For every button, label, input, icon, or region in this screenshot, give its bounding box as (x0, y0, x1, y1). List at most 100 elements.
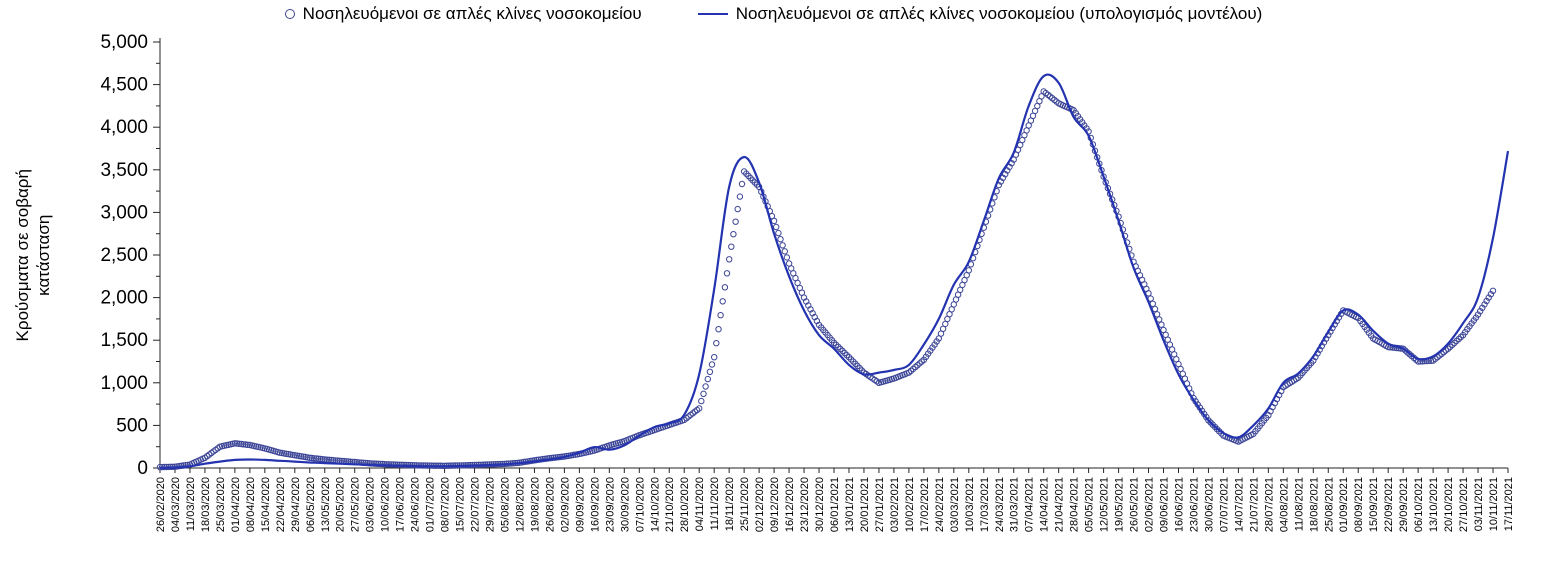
x-tick-label: 12/05/2021 (1099, 477, 1111, 532)
x-tick-label: 13/01/2021 (844, 477, 856, 532)
y-axis-title-line1: Κρούσματα σε σοβαρή (12, 169, 32, 342)
x-tick-label: 14/07/2021 (1233, 477, 1245, 532)
x-tick-label: 11/03/2020 (185, 477, 197, 531)
x-tick-label: 14/04/2021 (1039, 477, 1051, 532)
x-tick-label: 17/03/2021 (979, 477, 991, 532)
x-tick-label: 28/10/2020 (679, 477, 691, 532)
x-tick-label: 01/09/2021 (1338, 477, 1350, 532)
x-tick-label: 22/07/2020 (470, 477, 482, 532)
x-tick-label: 20/01/2021 (859, 477, 871, 532)
x-tick-label: 09/09/2020 (574, 477, 586, 532)
x-tick-label: 19/05/2021 (1114, 477, 1126, 532)
x-tick-label: 18/03/2020 (200, 477, 212, 532)
x-tick-label: 10/02/2021 (904, 477, 916, 532)
x-tick-label: 25/11/2020 (739, 477, 751, 531)
x-tick-label: 30/06/2021 (1203, 477, 1215, 532)
x-tick-label: 08/04/2020 (245, 477, 257, 532)
x-tick-label: 04/03/2020 (170, 477, 182, 532)
x-tick-label: 25/08/2021 (1323, 477, 1335, 532)
x-tick-label: 26/08/2020 (544, 477, 556, 532)
x-tick-label: 06/05/2020 (305, 477, 317, 532)
x-tick-label: 24/02/2021 (934, 477, 946, 532)
x-tick-label: 01/04/2020 (230, 477, 242, 532)
x-tick-label: 16/09/2020 (589, 477, 601, 532)
x-tick-label: 03/02/2021 (889, 477, 901, 532)
x-tick-label: 24/03/2021 (994, 477, 1006, 532)
x-tick-label: 10/06/2020 (380, 477, 392, 532)
x-tick-label: 29/07/2020 (485, 477, 497, 532)
x-tick-label: 17/02/2021 (919, 477, 931, 532)
x-tick-label: 26/02/2020 (155, 477, 167, 532)
x-tick-label: 04/08/2021 (1278, 477, 1290, 532)
x-tick-label: 03/11/2021 (1473, 477, 1485, 531)
x-tick-label: 06/10/2021 (1413, 477, 1425, 532)
y-tick-label: 500 (116, 415, 148, 436)
x-tick-label: 17/06/2020 (395, 477, 407, 532)
x-tick-label: 03/03/2021 (949, 477, 961, 532)
y-tick-label: 2,000 (100, 288, 148, 309)
legend-label-model: Νοσηλευόμενοι σε απλές κλίνες νοσοκομείο… (735, 4, 1263, 23)
x-tick-label: 06/01/2021 (829, 477, 841, 532)
legend-item-model: Νοσηλευόμενοι σε απλές κλίνες νοσοκομείο… (697, 4, 1263, 24)
observed-points (156, 88, 1497, 471)
x-tick-label: 01/07/2020 (425, 477, 437, 532)
x-tick-label: 15/07/2020 (455, 477, 467, 532)
x-tick-label: 23/06/2021 (1188, 477, 1200, 532)
x-tick-label: 15/04/2020 (260, 477, 272, 532)
x-tick-label: 03/06/2020 (365, 477, 377, 532)
x-tick-label: 29/04/2020 (290, 477, 302, 532)
axes (159, 38, 1508, 469)
x-tick-label: 07/07/2021 (1218, 477, 1230, 532)
x-tick-label: 08/09/2021 (1353, 477, 1365, 532)
x-axis: 26/02/2020 04/03/2020 11/03/2020 18/03/2020… (155, 468, 1515, 532)
x-tick-label: 23/12/2020 (799, 477, 811, 532)
y-tick-label: 4,500 (100, 75, 148, 96)
x-tick-label: 20/05/2020 (335, 477, 347, 532)
x-tick-label: 29/09/2021 (1398, 477, 1410, 532)
legend: Νοσηλευόμενοι σε απλές κλίνες νοσοκομείο… (0, 4, 1547, 24)
model-line (159, 73, 1510, 470)
x-tick-label: 04/11/2020 (694, 477, 706, 531)
y-tick-label: 0 (137, 458, 148, 479)
x-tick-label: 23/09/2020 (604, 477, 616, 532)
x-tick-label: 08/07/2020 (440, 477, 452, 532)
x-tick-label: 17/11/2021 (1503, 477, 1515, 531)
legend-label-observed: Νοσηλευόμενοι σε απλές κλίνες νοσοκομείο… (302, 4, 642, 23)
x-tick-label: 25/03/2020 (215, 477, 227, 532)
y-axis-title: Κρούσματα σε σοβαρή κατάσταση (12, 85, 55, 425)
circle-marker-icon (284, 9, 295, 19)
y-tick-label: 3,000 (100, 202, 148, 223)
x-tick-label: 02/09/2020 (559, 477, 571, 532)
x-tick-label: 22/04/2020 (275, 477, 287, 532)
x-tick-label: 30/12/2020 (814, 477, 826, 532)
y-tick-label: 3,500 (100, 160, 148, 181)
x-tick-label: 14/10/2020 (649, 477, 661, 532)
y-tick-label: 5,000 (100, 32, 148, 53)
y-tick-label: 1,500 (100, 330, 148, 351)
x-tick-label: 18/08/2021 (1308, 477, 1320, 532)
x-tick-label: 27/01/2021 (874, 477, 886, 532)
x-tick-label: 10/03/2021 (964, 477, 976, 532)
x-tick-label: 05/08/2020 (499, 477, 511, 532)
y-axis: 0 500 1,000 1,500 2,000 2,500 3,000 3,500 4,000 4… (100, 32, 160, 479)
x-tick-label: 09/06/2021 (1159, 477, 1171, 532)
x-tick-label: 16/06/2021 (1173, 477, 1185, 532)
x-tick-label: 09/12/2020 (769, 477, 781, 532)
x-tick-label: 27/10/2021 (1458, 477, 1470, 532)
x-tick-label: 27/05/2020 (350, 477, 362, 532)
line-marker-icon (697, 13, 728, 15)
x-tick-label: 21/10/2020 (664, 477, 676, 532)
x-tick-label: 31/03/2021 (1009, 477, 1021, 532)
x-tick-label: 05/05/2021 (1084, 477, 1096, 532)
x-tick-label: 13/10/2021 (1428, 477, 1440, 532)
x-tick-label: 12/08/2020 (514, 477, 526, 532)
x-tick-label: 18/11/2020 (724, 477, 736, 531)
x-tick-label: 21/04/2021 (1054, 477, 1066, 532)
x-tick-label: 15/09/2021 (1368, 477, 1380, 532)
x-tick-label: 11/08/2021 (1293, 477, 1305, 531)
x-tick-label: 07/10/2020 (634, 477, 646, 532)
x-tick-label: 24/06/2020 (410, 477, 422, 532)
x-tick-label: 07/04/2021 (1024, 477, 1036, 532)
legend-item-observed: Νοσηλευόμενοι σε απλές κλίνες νοσοκομείο… (284, 4, 642, 24)
